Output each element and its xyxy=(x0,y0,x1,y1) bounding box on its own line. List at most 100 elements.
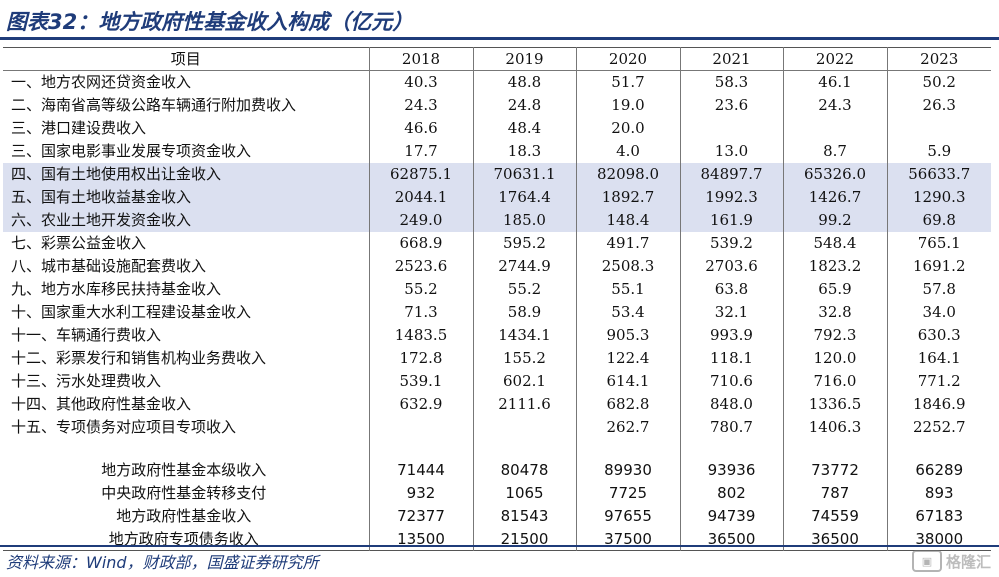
row-label: 十一、车辆通行费收入 xyxy=(11,326,162,344)
row-label: 九、地方水库移民扶持基金收入 xyxy=(11,280,222,298)
summary-value-cell: 97655 xyxy=(575,504,680,528)
row-label: 八、城市基础设施配套费收入 xyxy=(11,257,207,275)
value-cell: 262.7 xyxy=(575,415,680,439)
value-cell: 69.8 xyxy=(886,208,991,232)
value-cell: 1336.5 xyxy=(782,392,887,416)
value-cell: 249.0 xyxy=(368,208,473,232)
value-cell: 118.1 xyxy=(679,346,783,370)
value-cell: 65.9 xyxy=(782,277,887,301)
value-cell: 50.2 xyxy=(886,70,991,94)
summary-value-cell: 38000 xyxy=(886,527,991,551)
value-cell: 32.1 xyxy=(679,300,783,324)
spacer-cell xyxy=(575,438,680,459)
spacer-row xyxy=(3,438,991,459)
row-label: 一、地方农网还贷资金收入 xyxy=(11,73,192,92)
value-cell: 1434.1 xyxy=(472,323,576,347)
value-cell: 630.3 xyxy=(886,323,991,347)
row-label: 十四、其他政府性基金收入 xyxy=(11,395,192,413)
value-cell: 57.8 xyxy=(886,277,991,301)
watermark: ▣ 格隆汇 xyxy=(911,548,991,574)
value-cell: 99.2 xyxy=(782,208,887,232)
value-cell xyxy=(679,116,783,140)
value-cell: 161.9 xyxy=(679,208,783,232)
row-label: 十三、污水处理费收入 xyxy=(11,372,162,390)
value-cell: 539.2 xyxy=(679,231,783,255)
year-header: 2019 xyxy=(472,47,576,71)
value-cell: 548.4 xyxy=(782,231,887,255)
item-column-header: 项目 xyxy=(3,47,369,71)
value-cell: 51.7 xyxy=(575,70,680,94)
gelonghui-logo-icon: ▣ xyxy=(911,550,942,572)
watermark-text: 格隆汇 xyxy=(945,552,991,571)
summary-row: 地方政府性基金本级收入 71444 80478 89930 93936 73772 6628… xyxy=(3,458,991,482)
value-cell: 18.3 xyxy=(472,139,576,163)
value-cell: 24.8 xyxy=(472,93,576,117)
value-cell: 32.8 xyxy=(782,300,887,324)
value-cell: 70631.1 xyxy=(472,162,576,186)
title-bar: 图表32：地方政府性基金收入构成（亿元） xyxy=(0,0,999,40)
table-row: 十、国家重大水利工程建设基金收入 71.3 58.9 53.4 32.1 32.8 34.0 xyxy=(3,300,991,324)
summary-value-cell: 81543 xyxy=(472,504,576,528)
summary-value-cell: 787 xyxy=(782,481,887,505)
table-row: 七、彩票公益金收入 668.9 595.2 491.7 539.2 548.4 765.1 xyxy=(3,231,991,255)
value-cell: 2111.6 xyxy=(472,392,576,416)
value-cell: 172.8 xyxy=(368,346,473,370)
table-row: 五、国有土地收益基金收入 2044.1 1764.4 1892.7 1992.3 1426… xyxy=(3,185,991,209)
value-cell: 668.9 xyxy=(368,231,473,255)
table-row: 九、地方水库移民扶持基金收入 55.2 55.2 55.1 63.8 65.9 57.8 xyxy=(3,277,991,301)
summary-value-cell: 36500 xyxy=(679,527,783,551)
row-label: 十五、专项债务对应项目专项收入 xyxy=(11,418,237,436)
summary-label: 地方政府性基金本级收入 xyxy=(101,461,267,479)
table-row: 八、城市基础设施配套费收入 2523.6 2744.9 2508.3 2703.6 182… xyxy=(3,254,991,278)
value-cell: 17.7 xyxy=(368,139,473,163)
value-cell: 2044.1 xyxy=(368,185,473,209)
summary-label: 地方政府专项债务收入 xyxy=(108,529,259,548)
value-cell: 46.6 xyxy=(368,116,473,140)
row-label: 十二、彩票发行和销售机构业务费收入 xyxy=(11,349,267,367)
year-header: 2022 xyxy=(782,47,887,71)
summary-value-cell: 893 xyxy=(886,481,991,505)
spacer-cell xyxy=(679,438,783,459)
value-cell: 71.3 xyxy=(368,300,473,324)
value-cell: 65326.0 xyxy=(782,162,887,186)
summary-value-cell: 7725 xyxy=(575,481,680,505)
value-cell: 26.3 xyxy=(886,93,991,117)
table-row: 六、农业土地开发资金收入 249.0 185.0 148.4 161.9 99.2 69.8 xyxy=(3,208,991,232)
value-cell xyxy=(368,415,473,439)
value-cell: 2744.9 xyxy=(472,254,576,278)
value-cell: 148.4 xyxy=(575,208,680,232)
table-row: 一、地方农网还贷资金收入 40.3 48.8 51.7 58.3 46.1 50.2 xyxy=(3,70,991,94)
row-label: 五、国有土地收益基金收入 xyxy=(3,185,369,209)
summary-value-cell: 72377 xyxy=(368,504,473,528)
value-cell: 62875.1 xyxy=(368,162,473,186)
value-cell: 1892.7 xyxy=(575,185,680,209)
value-cell: 122.4 xyxy=(575,346,680,370)
summary-value-cell: 71444 xyxy=(368,458,473,482)
value-cell: 55.2 xyxy=(368,277,473,301)
summary-value-cell: 74559 xyxy=(782,504,887,528)
footer-divider xyxy=(0,545,999,547)
spacer-cell xyxy=(886,438,991,459)
value-cell xyxy=(886,116,991,140)
value-cell: 20.0 xyxy=(575,116,680,140)
value-cell: 1846.9 xyxy=(886,392,991,416)
table-row: 十三、污水处理费收入 539.1 602.1 614.1 710.6 716.0 771.2 xyxy=(3,369,991,393)
value-cell: 23.6 xyxy=(679,93,783,117)
value-cell: 53.4 xyxy=(575,300,680,324)
value-cell: 48.4 xyxy=(472,116,576,140)
summary-value-cell: 21500 xyxy=(472,527,576,551)
value-cell: 1406.3 xyxy=(782,415,887,439)
value-cell xyxy=(782,116,887,140)
summary-value-cell: 1065 xyxy=(472,481,576,505)
summary-label: 中央政府性基金转移支付 xyxy=(101,484,267,502)
row-label: 十、国家重大水利工程建设基金收入 xyxy=(11,303,252,321)
table-row: 十一、车辆通行费收入 1483.5 1434.1 905.3 993.9 792.3 630… xyxy=(3,323,991,347)
row-label: 二、海南省高等级公路车辆通行附加费收入 xyxy=(11,96,297,114)
value-cell: 491.7 xyxy=(575,231,680,255)
table-row: 三、港口建设费收入 46.6 48.4 20.0 xyxy=(3,116,991,140)
year-header: 2021 xyxy=(679,47,783,71)
row-label: 三、港口建设费收入 xyxy=(11,119,147,137)
summary-value-cell: 94739 xyxy=(679,504,783,528)
value-cell: 84897.7 xyxy=(679,162,783,186)
value-cell: 905.3 xyxy=(575,323,680,347)
